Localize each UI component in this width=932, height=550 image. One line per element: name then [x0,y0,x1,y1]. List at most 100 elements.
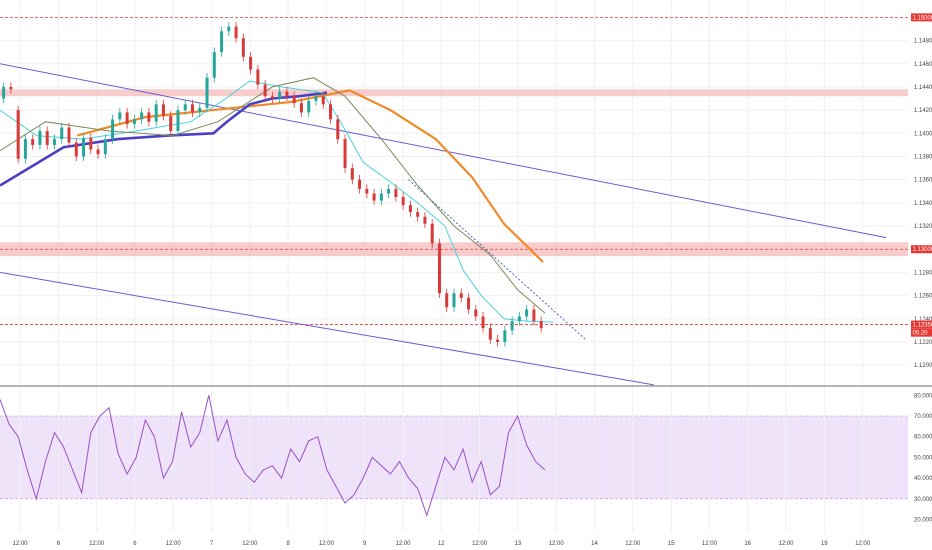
oscillator-tick-label: 80.0000 [914,393,932,399]
candle-body [314,96,318,101]
candle-body [132,119,136,125]
price-tick-label: 1.12600 [914,294,932,300]
candle-body [358,179,362,189]
candle-body [423,216,427,224]
candle-body [82,137,86,157]
price-tick-label: 1.14400 [914,85,932,91]
time-tick-label: 12:00 [855,541,871,547]
time-tick-label: 12:00 [242,541,258,547]
candle-body [299,103,303,113]
candle-body [416,212,420,217]
time-tick-label: 14 [591,541,598,547]
price-tick-label: 1.13400 [914,201,932,207]
candle-body [292,96,296,104]
candle-body [45,130,49,145]
candle-body [365,188,369,194]
price-tag [911,13,932,22]
price-tick-label: 1.12000 [914,363,932,369]
price-tick-label: 1.13600 [914,178,932,184]
time-tick-label: 15 [668,541,675,547]
trend-line [0,271,654,386]
price-tick-label: 1.12200 [914,340,932,346]
candle-body [496,339,500,342]
candle-body [459,293,463,298]
time-tick-label: 12:00 [472,541,488,547]
oscillator-grid [19,387,864,532]
candle-body [350,168,354,180]
price-axis: 1.14800 1.14600 1.14400 1.14200 1.14000 1.138… [914,39,932,370]
candle-body [474,309,478,317]
oscillator-tick-label: 70.0000 [914,414,932,420]
price-tag-label: 1.13000 [913,247,932,253]
candle-body [467,297,471,310]
price-tick-label: 1.14000 [914,131,932,137]
oscillator-tick-label: 20.0000 [914,518,932,524]
oscillator-tick-label: 60.0000 [914,435,932,441]
candle-body [503,330,507,342]
time-axis: 12:00 6 12:00 6 12:00 7 12:00 8 12:00 9 12:00 12 12:… [12,541,870,547]
candle-body [154,104,158,122]
trend-lines [0,63,887,386]
time-tick-label: 12:00 [778,541,794,547]
candle-body [525,309,529,317]
candle-body [249,56,253,70]
candle-body [372,193,376,201]
candle-body [2,86,6,99]
oscillator-tick-label: 40.0000 [914,476,932,482]
price-grid [0,0,908,386]
time-tick-label: 19 [821,541,828,547]
candle-body [329,104,333,120]
trend-line [0,63,887,239]
time-tick-label: 9 [363,541,367,547]
oscillator-line [0,395,546,518]
price-tick-label: 1.12400 [914,317,932,323]
time-tick-label: 12:00 [395,541,411,547]
oscillator-axis: 80.0000 70.0000 60.0000 50.0000 40.0000 30.00… [914,393,932,523]
price-tick-label: 1.13800 [914,154,932,160]
candle-body [241,38,245,57]
candle-body [38,130,42,145]
candle-body [9,86,13,90]
time-tick-label: 12:00 [625,541,641,547]
candle-body [96,149,100,155]
candle-body [307,100,311,113]
moving-average-line [0,77,546,314]
candle-body [401,197,405,206]
candle-body [103,139,107,155]
candle-body [31,139,35,145]
time-tick-label: 12:00 [549,541,565,547]
candle-body [220,31,224,53]
candle-body [408,205,412,213]
price-tag [911,245,932,254]
price-tick-label: 1.14800 [914,39,932,45]
candle-body [234,26,238,39]
candle-body [67,127,71,143]
candle-body [336,119,340,140]
candle-body [321,96,325,105]
candle-body [285,91,289,97]
oscillator-range-band [0,416,908,499]
price-tick-label: 1.14200 [914,108,932,114]
candle-body [430,223,434,244]
price-tag [911,328,932,337]
candle-body [111,119,115,140]
candle-body [161,104,165,116]
time-tick-label: 12:00 [12,541,28,547]
candle-body [394,188,398,198]
price-tick-label: 1.13200 [914,224,932,230]
time-tick-label: 6 [57,541,61,547]
candle-body [183,104,187,111]
time-tick-label: 12:00 [319,541,335,547]
time-tick-label: 12:00 [89,541,105,547]
price-tag-label: 1.15000 [913,15,932,21]
oscillator-tick-label: 50.0000 [914,455,932,461]
candle-body [205,77,209,108]
candle-body [60,127,64,140]
time-tick-label: 16 [744,541,751,547]
candle-body [89,137,93,150]
candle-body [510,321,514,331]
time-tick-label: 12:00 [166,541,182,547]
time-tick-label: 6 [133,541,137,547]
